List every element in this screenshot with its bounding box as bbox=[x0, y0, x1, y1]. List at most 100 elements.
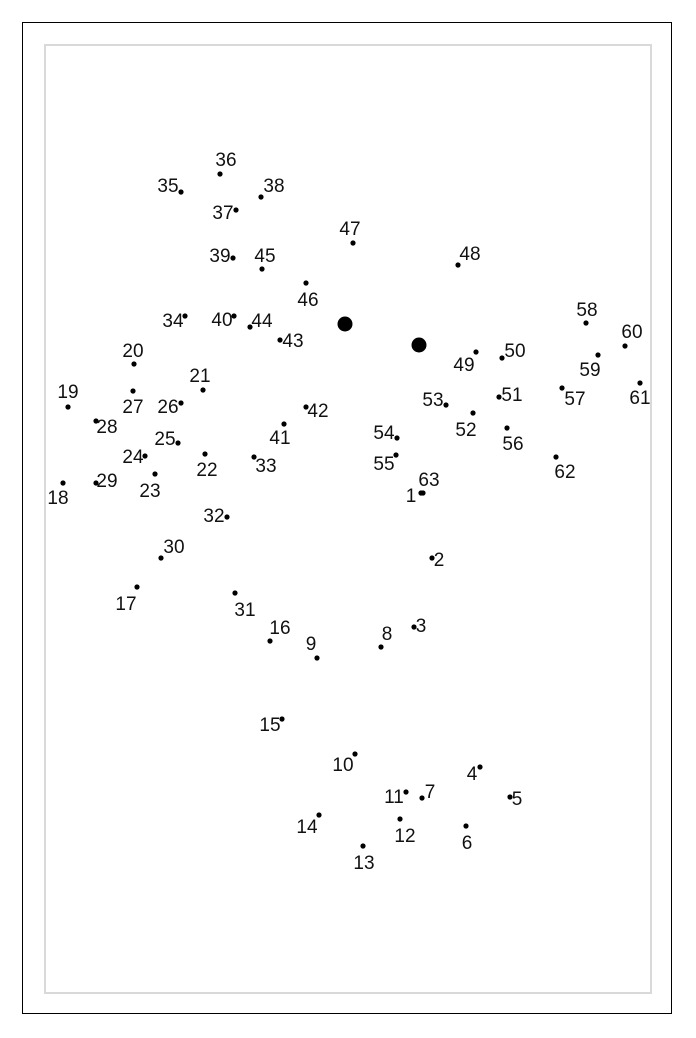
dot-point bbox=[393, 452, 399, 458]
dot-53: 53 bbox=[422, 390, 449, 411]
dot-39: 39 bbox=[209, 246, 236, 267]
dot-10: 10 bbox=[332, 751, 358, 776]
dot-number: 15 bbox=[259, 715, 280, 736]
dot-number: 60 bbox=[621, 322, 642, 343]
dot-61: 61 bbox=[629, 380, 651, 409]
dot-point bbox=[158, 555, 164, 561]
dot-number: 5 bbox=[512, 789, 523, 810]
dot-26: 26 bbox=[157, 397, 184, 418]
dot-number: 40 bbox=[211, 310, 232, 331]
dot-point bbox=[224, 514, 230, 520]
dot-number: 50 bbox=[504, 341, 525, 362]
dot-number: 39 bbox=[209, 246, 230, 267]
dot-number: 20 bbox=[122, 341, 143, 362]
dot-18: 18 bbox=[47, 480, 69, 509]
dot-44: 44 bbox=[247, 311, 273, 332]
dot-5: 5 bbox=[507, 789, 522, 810]
dot-point bbox=[134, 584, 140, 590]
dot-point bbox=[303, 404, 309, 410]
dot-63: 63 bbox=[418, 470, 440, 496]
dot-51: 51 bbox=[496, 385, 523, 406]
dot-point bbox=[463, 823, 469, 829]
dot-46: 46 bbox=[297, 280, 319, 311]
dot-point bbox=[131, 361, 137, 367]
dot-22: 22 bbox=[196, 451, 218, 481]
dot-point bbox=[352, 751, 358, 757]
dot-point bbox=[277, 337, 283, 343]
dot-point bbox=[419, 795, 425, 801]
dot-point bbox=[247, 324, 253, 330]
dot-number: 38 bbox=[263, 176, 284, 197]
dot-number: 45 bbox=[254, 246, 275, 267]
dot-60: 60 bbox=[621, 322, 643, 349]
dot-number: 54 bbox=[373, 423, 395, 444]
dot-number: 4 bbox=[467, 764, 478, 785]
dot-48: 48 bbox=[455, 244, 481, 268]
dot-21: 21 bbox=[189, 366, 211, 393]
dot-number: 26 bbox=[157, 397, 178, 418]
dot-number: 33 bbox=[255, 456, 276, 477]
dot-59: 59 bbox=[579, 352, 601, 381]
dot-number: 13 bbox=[353, 853, 374, 874]
dot-number: 6 bbox=[462, 833, 473, 854]
dot-number: 23 bbox=[139, 481, 160, 502]
dot-number: 11 bbox=[384, 787, 404, 808]
dot-38: 38 bbox=[258, 176, 285, 200]
dot-point bbox=[232, 590, 238, 596]
dot-31: 31 bbox=[232, 590, 256, 621]
dot-number: 31 bbox=[234, 600, 255, 621]
dot-4: 4 bbox=[467, 764, 483, 785]
dot-number: 10 bbox=[332, 755, 353, 776]
dot-15: 15 bbox=[259, 715, 285, 736]
dot-number: 56 bbox=[502, 434, 523, 455]
dot-43: 43 bbox=[277, 331, 304, 352]
dot-number: 1 bbox=[406, 486, 417, 507]
dot-point bbox=[420, 490, 426, 496]
dot-number: 29 bbox=[96, 471, 117, 492]
dot-number: 22 bbox=[196, 460, 217, 481]
dot-point bbox=[202, 451, 208, 457]
dot-point bbox=[583, 320, 589, 326]
dot-6: 6 bbox=[462, 823, 473, 854]
dot-9: 9 bbox=[306, 634, 320, 661]
dot-24: 24 bbox=[122, 447, 148, 468]
dot-point bbox=[267, 638, 273, 644]
dot-point bbox=[622, 343, 628, 349]
dot-57: 57 bbox=[559, 385, 586, 410]
dot-point bbox=[231, 313, 237, 319]
dot-19: 19 bbox=[57, 382, 79, 410]
dot-point bbox=[429, 555, 435, 561]
dot-34: 34 bbox=[162, 311, 188, 332]
dot-number: 51 bbox=[501, 385, 522, 406]
dot-point bbox=[130, 388, 136, 394]
dot-point bbox=[152, 471, 158, 477]
dot-number: 63 bbox=[418, 470, 439, 491]
dot-number: 3 bbox=[416, 616, 427, 637]
dot-point bbox=[397, 816, 403, 822]
dot-point bbox=[93, 480, 99, 486]
dot-number: 25 bbox=[154, 429, 175, 450]
dot-number: 2 bbox=[434, 550, 445, 571]
dot-point bbox=[360, 843, 366, 849]
dot-point bbox=[233, 207, 239, 213]
dot-23: 23 bbox=[139, 471, 161, 502]
worksheet-area bbox=[44, 44, 652, 994]
dot-point bbox=[258, 194, 264, 200]
dot-number: 58 bbox=[576, 300, 597, 321]
dot-number: 21 bbox=[189, 366, 210, 387]
dot-point bbox=[178, 400, 184, 406]
dot-number: 57 bbox=[564, 389, 585, 410]
dot-41: 41 bbox=[269, 421, 291, 449]
dot-20: 20 bbox=[122, 341, 144, 367]
dot-number: 27 bbox=[122, 397, 143, 418]
dot-point bbox=[93, 418, 99, 424]
dot-number: 9 bbox=[306, 634, 317, 655]
dot-point bbox=[316, 812, 322, 818]
dot-point bbox=[303, 280, 309, 286]
dot-number: 12 bbox=[394, 826, 415, 847]
dot-42: 42 bbox=[303, 401, 329, 422]
dot-number: 8 bbox=[382, 624, 393, 645]
dot-point bbox=[65, 404, 71, 410]
dot-47: 47 bbox=[339, 219, 361, 246]
dot-point bbox=[175, 440, 181, 446]
